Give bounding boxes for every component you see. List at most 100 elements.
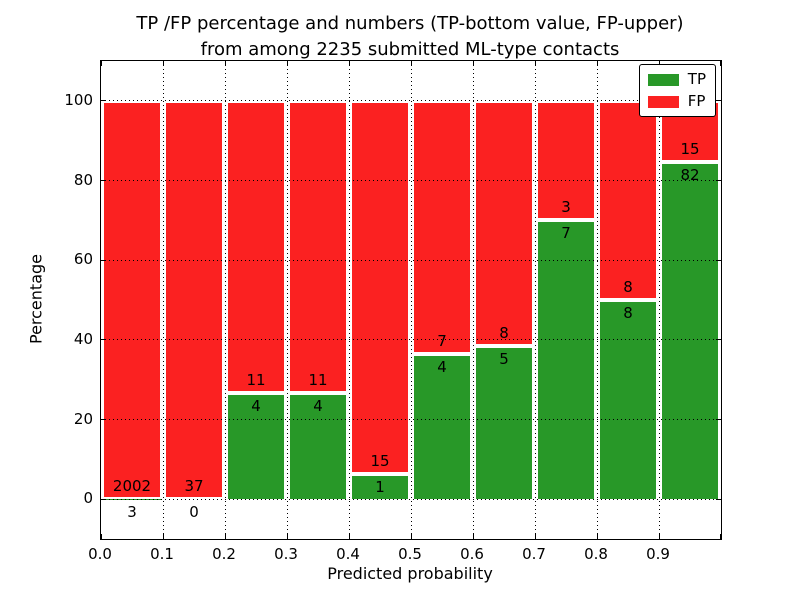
x-tick-mark [163,534,164,539]
tp-bar-segment [288,392,348,500]
fp-legend-swatch-icon [647,95,679,108]
vertical-gridline [658,61,660,539]
x-tick-mark [535,534,536,539]
x-tick-mark [101,534,102,539]
legend-item-tp: TP [647,70,706,88]
bars-layer [101,61,721,539]
x-tick-label: 0.2 [212,545,236,563]
y-tick-label: 0 [83,489,93,508]
vertical-gridline [410,61,412,539]
chart-title: TP /FP percentage and numbers (TP-bottom… [100,11,720,63]
stacked-bar [474,100,534,500]
tp-count-label: 0 [189,503,199,522]
x-tick-label: 0.8 [584,545,608,563]
x-tick-mark [163,61,164,66]
x-tick-mark [287,534,288,539]
tp-count-label: 1 [375,478,385,497]
tp-count-label: 3 [127,502,137,521]
y-tick-label: 80 [73,170,93,189]
fp-count-label: 8 [499,323,509,342]
vertical-gridline [534,61,536,539]
x-tick-label: 0.0 [88,545,112,563]
chart-title-line1: TP /FP percentage and numbers (TP-bottom… [136,13,684,34]
fp-bar-segment [598,100,658,300]
stacked-bar [164,100,224,500]
stacked-bar [536,100,596,500]
x-tick-mark [349,534,350,539]
y-tick-mark [716,100,721,102]
x-tick-label: 0.1 [150,545,174,563]
fp-count-label: 11 [246,370,266,389]
ticks-layer [101,61,721,539]
tp-bar-segment [412,354,472,500]
fp-count-label: 7 [437,332,447,351]
tp-bar-segment [350,474,410,500]
x-tick-label: 0.9 [646,545,670,563]
y-tick-mark [101,180,106,181]
x-tick-label: 0.6 [460,545,484,563]
y-tick-label: 20 [73,409,93,428]
stacked-bar [102,100,162,500]
fp-count-label: 15 [680,140,700,159]
stacked-bar [350,100,410,500]
x-tick-mark [720,61,721,66]
x-tick-mark [411,61,412,66]
fp-count-label: 15 [370,452,390,471]
fp-bar-segment [164,100,224,500]
fp-bar-segment [412,100,472,355]
x-tick-mark [101,61,102,66]
x-tick-mark [473,61,474,66]
fp-count-label: 8 [623,278,633,296]
tp-count-label: 4 [437,358,447,377]
fp-count-label: 2002 [112,476,152,495]
y-tick-mark [101,259,106,261]
stacked-bar [288,100,348,500]
tp-count-label: 4 [313,396,323,415]
fp-bar-segment [226,100,286,393]
y-tick-mark [716,498,721,500]
y-tick-mark [101,339,106,341]
x-tick-label: 0.4 [336,545,360,563]
legend: TP FP [638,64,716,117]
tp-bar-segment [536,220,596,500]
y-tick-label: 100 [64,90,93,109]
bar-labels-layer: 2002 3 37 0 11 4 11 4 15 1 7 4 8 5 3 7 8 8 15 82 [101,61,721,539]
tp-legend-label: TP [687,70,706,88]
y-tick-label: 40 [73,329,93,348]
stacked-bar [412,100,472,500]
chart-title-line2: from among 2235 submitted ML-type contac… [200,39,620,60]
x-axis-label: Predicted probability [327,564,493,583]
x-tick-label: 0.3 [274,545,298,563]
fp-count-label: 3 [561,198,571,217]
x-tick-mark [349,61,350,66]
x-tick-mark [659,534,660,539]
tp-count-label: 8 [623,304,633,322]
tp-legend-swatch-icon [647,73,679,86]
vertical-gridline [286,61,288,539]
tp-count-label: 7 [561,224,571,243]
vertical-gridline [472,61,474,539]
fp-bar-segment [288,100,348,393]
tp-count-label: 82 [680,166,700,185]
y-tick-mark [101,498,106,500]
legend-item-fp: FP [647,92,706,110]
fp-count-label: 11 [308,370,328,389]
y-tick-mark [716,180,721,181]
stacked-bar [598,100,658,500]
tp-count-label: 4 [251,396,261,415]
tp-bar-segment [598,299,658,500]
fp-count-label: 37 [184,477,204,496]
x-tick-mark [597,534,598,539]
fp-bar-segment [102,100,162,499]
tp-bar-segment [226,392,286,500]
y-tick-mark [716,339,721,341]
x-tick-label: 0.7 [522,545,546,563]
fp-bar-segment [350,100,410,475]
tp-bar-segment [474,345,534,500]
y-tick-mark [101,419,106,420]
x-tick-mark [535,61,536,66]
vertical-gridline [596,61,598,539]
fp-legend-label: FP [687,92,706,110]
x-tick-label: 0.5 [398,545,422,563]
